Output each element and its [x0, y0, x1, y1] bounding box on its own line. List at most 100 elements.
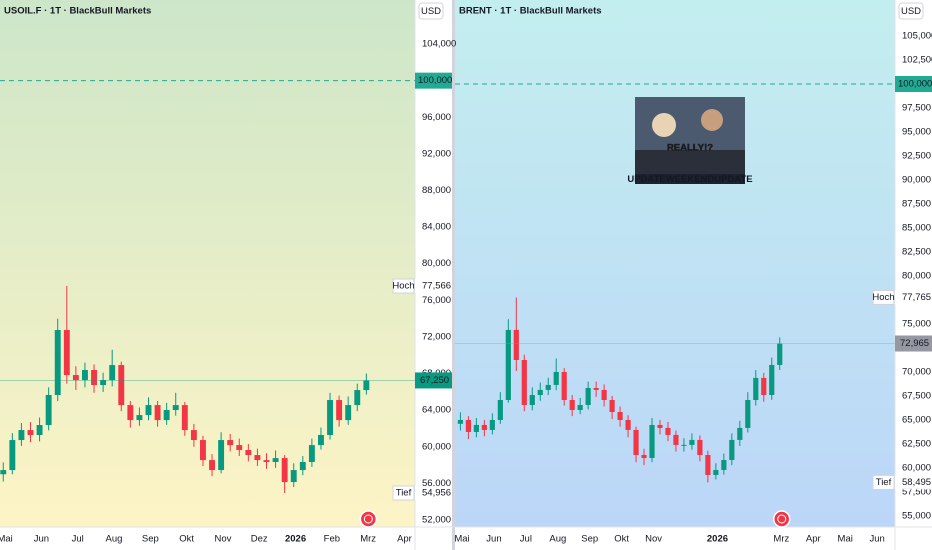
candle-body [327, 400, 333, 436]
hline-label-box [895, 75, 932, 92]
marker-value-box [415, 485, 452, 500]
candle-body [465, 419, 472, 432]
y-tick-label: 62,500 [902, 438, 931, 449]
candle-body [236, 445, 243, 451]
candle-body [318, 435, 324, 446]
candle-body [625, 419, 631, 430]
y-tick-label: 80,000 [422, 258, 451, 269]
x-tick-label: Nov [214, 534, 231, 545]
marker-name: Tief [876, 477, 892, 488]
candle-body [705, 455, 711, 475]
candle-body [290, 470, 297, 483]
candle-body [657, 424, 663, 428]
candle-body [354, 390, 361, 406]
candle-body [100, 380, 107, 386]
candle-body [145, 405, 152, 416]
y-tick-label: 55,000 [902, 510, 931, 521]
candle-body [609, 400, 615, 413]
candle-body [721, 459, 727, 470]
candle-body [665, 427, 671, 435]
candle-body [513, 329, 519, 360]
marker-name: Hoch [872, 292, 894, 303]
pane-background [0, 0, 415, 527]
x-tick-label: 2026 [285, 534, 306, 545]
candle-body [299, 462, 306, 471]
event-icon[interactable] [359, 510, 378, 528]
x-tick-label: Okt [614, 534, 629, 545]
x-tick-label: Aug [106, 534, 123, 545]
marker-name-box [872, 474, 895, 490]
currency-button[interactable] [898, 2, 924, 20]
candle-body [521, 359, 527, 405]
candle-body [154, 405, 161, 421]
marker-value: 77,566 [422, 281, 451, 292]
candle-body [118, 365, 125, 406]
x-tick-label: Apr [806, 534, 821, 545]
marker-value: 58,495 [902, 477, 931, 488]
candle-body [308, 445, 315, 463]
image-desk [635, 150, 745, 174]
x-tick-label: Nov [645, 534, 662, 545]
y-tick-label: 67,500 [902, 390, 931, 401]
candle-body [681, 444, 687, 446]
marker-name: Tief [396, 487, 412, 498]
candle-body [72, 375, 79, 381]
currency-label: USD [901, 6, 921, 17]
y-tick-label: 64,000 [422, 405, 451, 416]
y-tick-label: 84,000 [422, 222, 451, 233]
candle-body [54, 330, 61, 395]
x-tick-label: Apr [397, 534, 412, 545]
event-icon-inner [777, 514, 787, 524]
candle-body [753, 377, 759, 401]
y-tick-label: 65,000 [902, 414, 931, 425]
x-tick-label: Mai [0, 534, 13, 545]
y-tick-label: 72,000 [422, 331, 451, 342]
x-tick-label: Feb [324, 534, 340, 545]
image-caption: UPDATEWEEKENDUPDATE [627, 174, 752, 185]
candle-body [633, 429, 639, 456]
candle-body [209, 460, 215, 471]
y-tick-label: 60,000 [422, 441, 451, 452]
x-tick-label: Jun [869, 534, 884, 545]
x-tick-label: Jul [72, 534, 84, 545]
candle-body [561, 371, 567, 401]
y-tick-label: 95,000 [902, 127, 931, 138]
candle-body [673, 434, 679, 445]
y-tick-label: 80,000 [902, 270, 931, 281]
candle-body [457, 419, 464, 424]
candle-body [489, 419, 495, 430]
image-person [701, 109, 723, 131]
hline-label-box [415, 72, 452, 89]
x-tick-label: Sep [581, 534, 598, 545]
candle-body [529, 395, 535, 405]
marker-value: 77,765 [902, 292, 931, 303]
candle-body [109, 365, 116, 381]
candle-body [481, 424, 487, 430]
candle-body [729, 439, 735, 460]
marker-value-box [415, 279, 452, 294]
event-icon[interactable] [772, 510, 791, 528]
image-text: REALLY!? [667, 143, 713, 154]
last-price-label: 67,250 [420, 375, 449, 386]
candle-body [497, 400, 503, 420]
candle-body [697, 439, 703, 456]
candle-body [163, 410, 170, 421]
x-tick-label: Mrz [360, 534, 376, 545]
candle-body [63, 330, 70, 376]
candle-body [777, 343, 783, 365]
candle-body [585, 388, 591, 405]
x-tick-label: Dez [251, 534, 268, 545]
y-tick-label: 52,000 [422, 515, 451, 526]
currency-button[interactable] [418, 2, 444, 20]
last-price-box [895, 335, 932, 352]
y-tick-label: 56,000 [422, 478, 451, 489]
y-tick-label: 96,000 [422, 112, 451, 123]
candle-body [263, 460, 270, 463]
candle-body [245, 450, 252, 456]
candle-body [641, 455, 647, 458]
candle-body [254, 455, 261, 461]
pane-background [455, 0, 895, 527]
candle-body [82, 370, 88, 381]
